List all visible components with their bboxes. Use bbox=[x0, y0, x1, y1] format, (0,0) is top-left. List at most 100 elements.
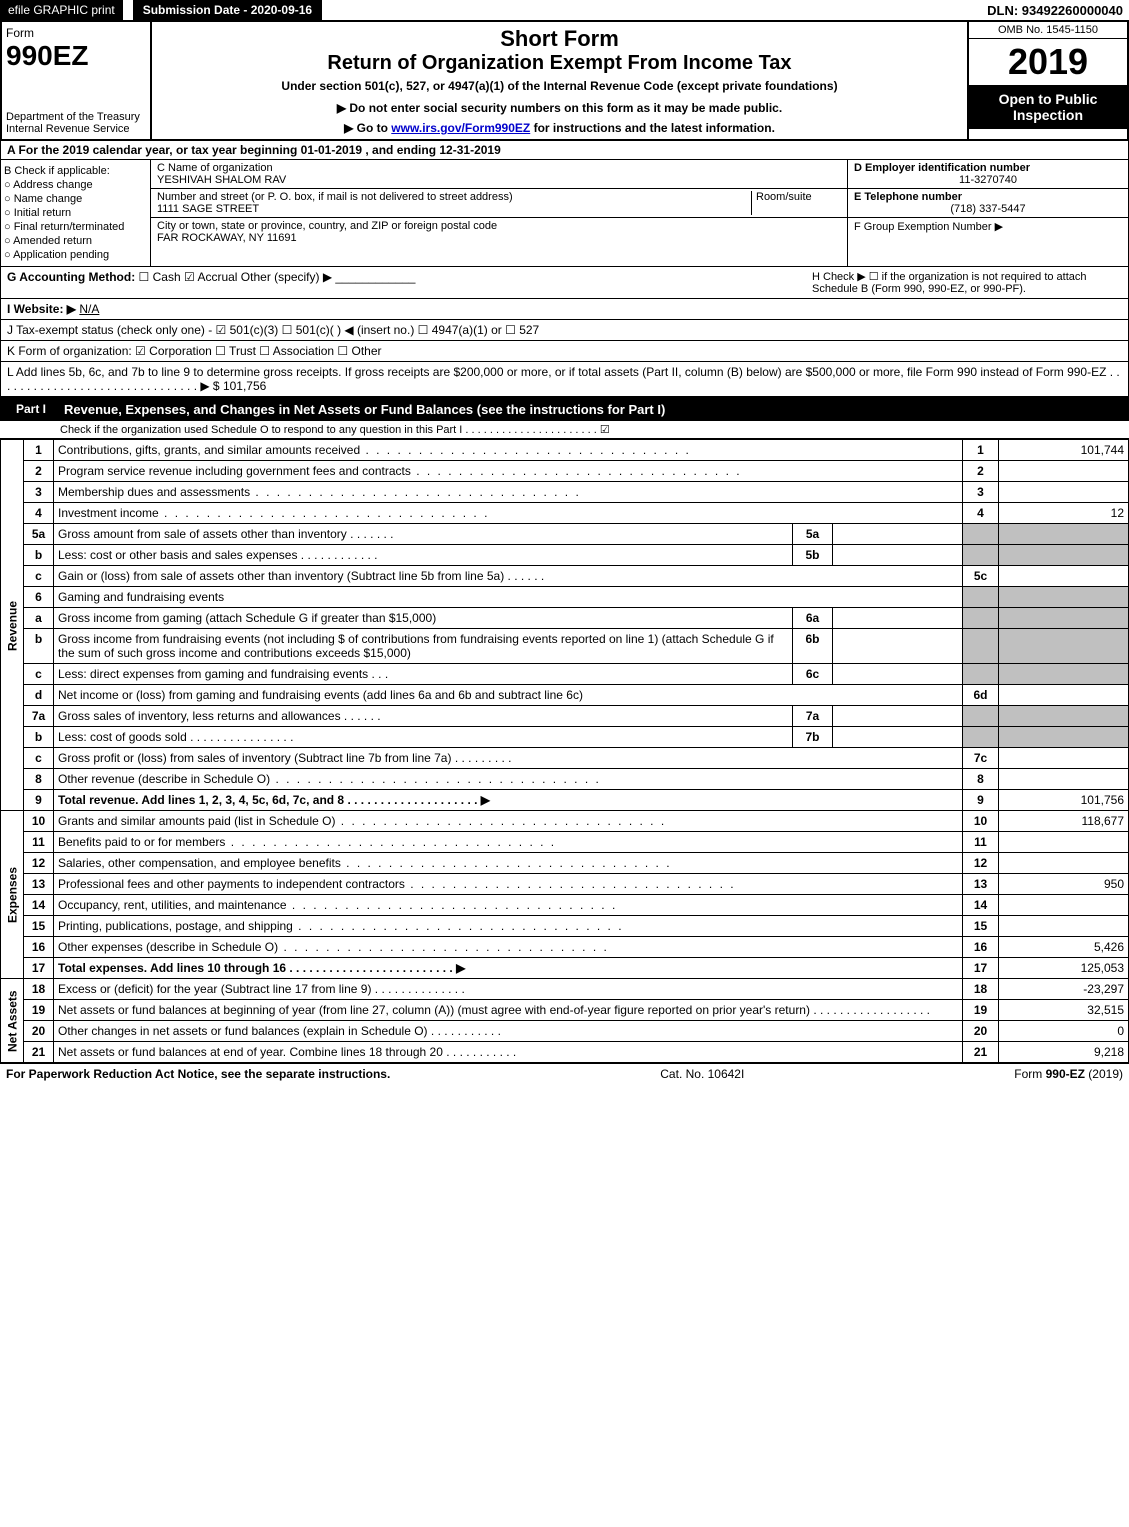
line-15-num: 15 bbox=[24, 916, 54, 937]
line-1-box: 1 bbox=[963, 440, 999, 461]
line-15-desc: Printing, publications, postage, and shi… bbox=[58, 919, 293, 933]
form-number: 990EZ bbox=[6, 40, 146, 72]
line-6a-subval bbox=[833, 608, 963, 629]
line-6c-num: c bbox=[24, 664, 54, 685]
line-3-box: 3 bbox=[963, 482, 999, 503]
line-4-val: 12 bbox=[999, 503, 1129, 524]
check-initial-return[interactable]: Initial return bbox=[4, 207, 147, 219]
line-6c-subval bbox=[833, 664, 963, 685]
line-6c-sub: 6c bbox=[793, 664, 833, 685]
line-8-box: 8 bbox=[963, 769, 999, 790]
line-2-val bbox=[999, 461, 1129, 482]
check-final-return[interactable]: Final return/terminated bbox=[4, 221, 147, 233]
check-name-change[interactable]: Name change bbox=[4, 193, 147, 205]
under-section: Under section 501(c), 527, or 4947(a)(1)… bbox=[158, 79, 961, 93]
check-amended-return[interactable]: Amended return bbox=[4, 235, 147, 247]
row-l: L Add lines 5b, 6c, and 7b to line 9 to … bbox=[0, 362, 1129, 397]
line-4-desc: Investment income bbox=[58, 506, 159, 520]
org-name: YESHIVAH SHALOM RAV bbox=[157, 174, 841, 186]
cat-no: Cat. No. 10642I bbox=[660, 1067, 744, 1081]
line-21-num: 21 bbox=[24, 1042, 54, 1063]
line-3-num: 3 bbox=[24, 482, 54, 503]
line-6a-num: a bbox=[24, 608, 54, 629]
line-2-num: 2 bbox=[24, 461, 54, 482]
part1-title: Revenue, Expenses, and Changes in Net As… bbox=[64, 402, 665, 417]
line-20-desc: Other changes in net assets or fund bala… bbox=[58, 1024, 428, 1038]
form-header: Form 990EZ Department of the Treasury In… bbox=[0, 22, 1129, 141]
room-suite-label: Room/suite bbox=[751, 191, 841, 215]
goto-pre: ▶ Go to bbox=[344, 121, 391, 135]
line-6a-box-shade bbox=[963, 608, 999, 629]
g-other[interactable]: Other (specify) ▶ bbox=[241, 270, 332, 284]
part1-label: Part I bbox=[6, 400, 56, 418]
ein-label: D Employer identification number bbox=[854, 162, 1122, 174]
header-left: Form 990EZ Department of the Treasury In… bbox=[2, 22, 152, 139]
line-17-val: 125,053 bbox=[999, 958, 1129, 979]
line-5b-sub: 5b bbox=[793, 545, 833, 566]
line-17-desc: Total expenses. Add lines 10 through 16 … bbox=[58, 961, 465, 975]
line-12-desc: Salaries, other compensation, and employ… bbox=[58, 856, 341, 870]
line-10-val: 118,677 bbox=[999, 811, 1129, 832]
tel-label: E Telephone number bbox=[854, 191, 1122, 203]
check-address-change[interactable]: Address change bbox=[4, 179, 147, 191]
line-5b-desc: Less: cost or other basis and sales expe… bbox=[58, 548, 297, 562]
header-middle: Short Form Return of Organization Exempt… bbox=[152, 22, 967, 139]
line-5a-val-shade bbox=[999, 524, 1129, 545]
g-cash[interactable]: Cash bbox=[139, 270, 181, 284]
line-8-val bbox=[999, 769, 1129, 790]
line-20-num: 20 bbox=[24, 1021, 54, 1042]
city-label: City or town, state or province, country… bbox=[157, 220, 841, 232]
dept-treasury: Department of the Treasury bbox=[6, 111, 146, 123]
line-15-val bbox=[999, 916, 1129, 937]
part1-check-o: Check if the organization used Schedule … bbox=[0, 421, 1129, 439]
line-17-num: 17 bbox=[24, 958, 54, 979]
line-18-box: 18 bbox=[963, 979, 999, 1000]
line-13-desc: Professional fees and other payments to … bbox=[58, 877, 405, 891]
line-5c-num: c bbox=[24, 566, 54, 587]
line-4-box: 4 bbox=[963, 503, 999, 524]
line-7a-box-shade bbox=[963, 706, 999, 727]
col-b-checks: B Check if applicable: Address change Na… bbox=[1, 160, 151, 266]
line-7a-num: 7a bbox=[24, 706, 54, 727]
line-11-box: 11 bbox=[963, 832, 999, 853]
line-11-num: 11 bbox=[24, 832, 54, 853]
line-6b-sub: 6b bbox=[793, 629, 833, 664]
g-accrual[interactable]: Accrual bbox=[184, 270, 237, 284]
line-1-desc: Contributions, gifts, grants, and simila… bbox=[58, 443, 360, 457]
page-footer: For Paperwork Reduction Act Notice, see … bbox=[0, 1063, 1129, 1084]
line-12-box: 12 bbox=[963, 853, 999, 874]
line-16-val: 5,426 bbox=[999, 937, 1129, 958]
goto-link[interactable]: www.irs.gov/Form990EZ bbox=[391, 121, 530, 135]
line-19-num: 19 bbox=[24, 1000, 54, 1021]
goto-line: ▶ Go to www.irs.gov/Form990EZ for instru… bbox=[158, 121, 961, 135]
part1-header: Part I Revenue, Expenses, and Changes in… bbox=[0, 397, 1129, 421]
row-j: J Tax-exempt status (check only one) - ☑… bbox=[0, 320, 1129, 341]
row-a-tax-year: A For the 2019 calendar year, or tax yea… bbox=[0, 141, 1129, 160]
line-1-val: 101,744 bbox=[999, 440, 1129, 461]
line-12-num: 12 bbox=[24, 853, 54, 874]
line-6d-val bbox=[999, 685, 1129, 706]
line-6c-desc: Less: direct expenses from gaming and fu… bbox=[58, 667, 368, 681]
line-2-box: 2 bbox=[963, 461, 999, 482]
line-14-desc: Occupancy, rent, utilities, and maintena… bbox=[58, 898, 287, 912]
line-5b-val-shade bbox=[999, 545, 1129, 566]
open-public-inspection: Open to Public Inspection bbox=[969, 85, 1127, 129]
line-5c-desc: Gain or (loss) from sale of assets other… bbox=[58, 569, 504, 583]
line-6d-desc: Net income or (loss) from gaming and fun… bbox=[54, 685, 963, 706]
line-6b-subval bbox=[833, 629, 963, 664]
line-6d-num: d bbox=[24, 685, 54, 706]
lines-table: Revenue 1 Contributions, gifts, grants, … bbox=[0, 439, 1129, 1063]
col-c-org: C Name of organization YESHIVAH SHALOM R… bbox=[151, 160, 848, 266]
omb-number: OMB No. 1545-1150 bbox=[969, 22, 1127, 39]
efile-print-button[interactable]: efile GRAPHIC print bbox=[0, 0, 123, 20]
check-application-pending[interactable]: Application pending bbox=[4, 249, 147, 261]
short-form-title: Short Form bbox=[158, 26, 961, 52]
line-7b-num: b bbox=[24, 727, 54, 748]
line-1-num: 1 bbox=[24, 440, 54, 461]
street-label: Number and street (or P. O. box, if mail… bbox=[157, 191, 751, 203]
line-21-box: 21 bbox=[963, 1042, 999, 1063]
form-word: Form bbox=[6, 26, 146, 40]
line-5a-sub: 5a bbox=[793, 524, 833, 545]
tel: (718) 337-5447 bbox=[854, 203, 1122, 215]
line-6b-num: b bbox=[24, 629, 54, 664]
